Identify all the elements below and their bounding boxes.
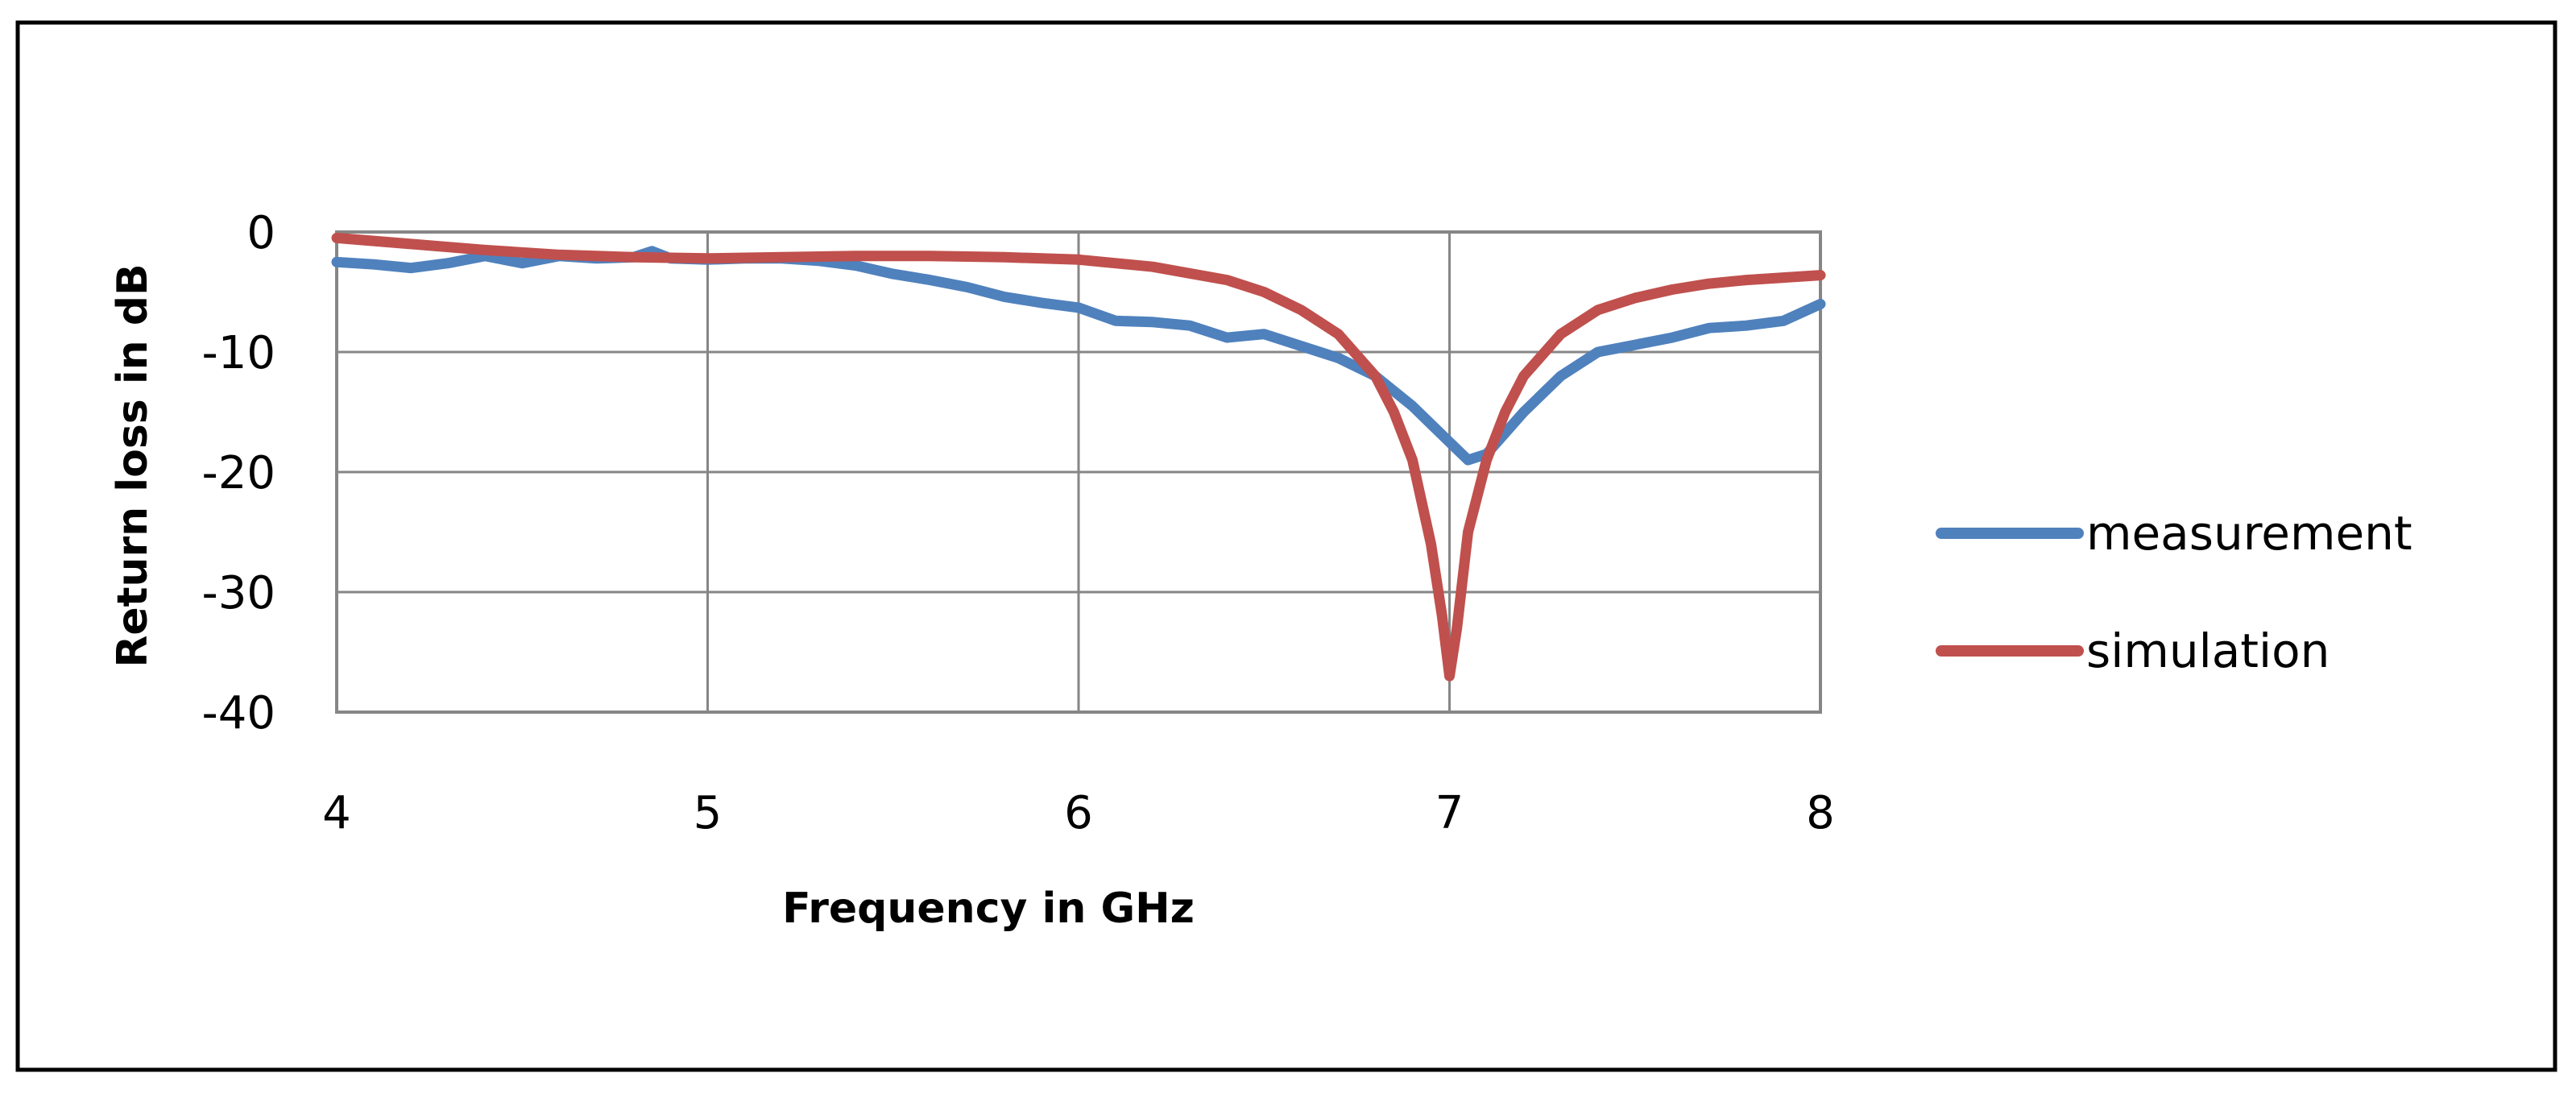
plot-area-border [335, 230, 1822, 714]
y-tick-label: -30 [202, 567, 275, 619]
y-tick-label: 0 [246, 207, 275, 259]
x-tick-label: 6 [1064, 787, 1093, 839]
series-lines [331, 232, 1826, 682]
x-tick-label: 7 [1435, 787, 1464, 839]
legend-label-measurement: measurement [2086, 506, 2412, 561]
x-axis-title: Frequency in GHz [782, 884, 1195, 933]
y-tick-label: -10 [202, 327, 275, 379]
series-line-simulation [331, 232, 1826, 682]
x-tick-label: 8 [1806, 787, 1835, 839]
legend: measurement simulation [1936, 506, 2412, 678]
y-tick-label: -20 [202, 447, 275, 499]
x-tick-label: 5 [694, 787, 723, 839]
tick-labels: 4 5 6 7 8 0 -10 -20 -30 -40 [202, 207, 1835, 839]
x-tick-label: 4 [322, 787, 351, 839]
legend-label-simulation: simulation [2086, 624, 2330, 678]
y-axis-title: Return loss in dB [109, 263, 157, 667]
y-tick-label: -40 [202, 687, 275, 740]
outer-border [15, 20, 2557, 1072]
